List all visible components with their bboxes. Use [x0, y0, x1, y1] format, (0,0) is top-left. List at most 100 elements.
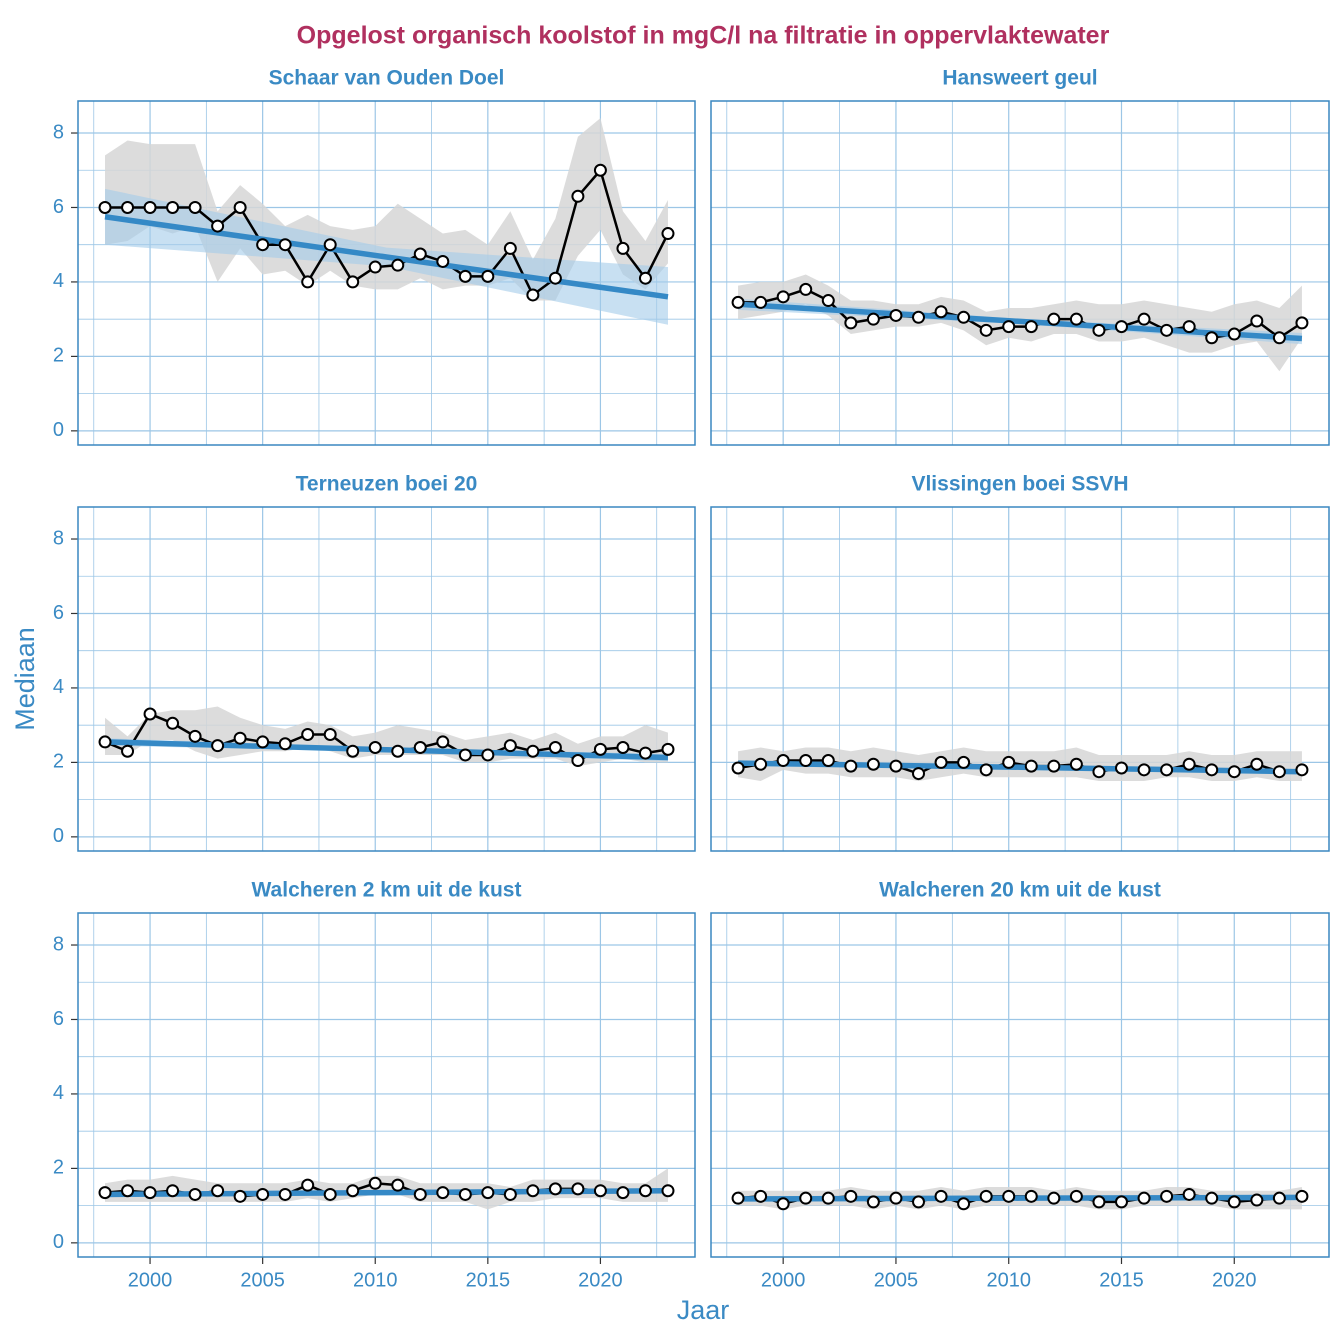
data-point	[98, 735, 112, 749]
x-tick-label: 2005	[240, 1269, 285, 1291]
plot-area	[731, 274, 1309, 372]
data-point	[188, 1187, 202, 1201]
data-point	[979, 763, 993, 777]
data-point	[866, 1195, 880, 1209]
data-point	[1137, 763, 1151, 777]
data-point	[548, 1182, 562, 1196]
data-point	[1227, 765, 1241, 779]
data-point	[256, 238, 270, 252]
data-point	[1069, 1189, 1083, 1203]
data-point	[1114, 320, 1128, 334]
facet-title: Walcheren 2 km uit de kust	[252, 879, 522, 902]
data-point	[121, 744, 135, 758]
data-point	[346, 744, 360, 758]
panel-border	[710, 506, 1330, 852]
data-point	[844, 316, 858, 330]
data-point	[799, 1191, 813, 1205]
data-point	[323, 1187, 337, 1201]
data-point	[526, 744, 540, 758]
y-tick-label: 6	[53, 602, 64, 624]
panel-border	[710, 912, 1330, 1258]
data-point	[548, 271, 562, 285]
data-point	[1024, 320, 1038, 334]
data-point	[979, 1189, 993, 1203]
data-point	[458, 1187, 472, 1201]
data-point	[979, 323, 993, 337]
facet-title: Walcheren 20 km uit de kust	[879, 879, 1161, 902]
y-tick-label: 2	[53, 751, 64, 773]
data-point	[866, 757, 880, 771]
data-point	[776, 1197, 790, 1211]
facet-title: Terneuzen boei 20	[296, 473, 478, 496]
data-point	[754, 1189, 768, 1203]
chart-title: Opgelost organisch koolstof in mgC/l na …	[297, 22, 1110, 50]
x-tick-label: 2015	[1099, 1269, 1144, 1291]
data-point	[436, 1186, 450, 1200]
plot-area	[98, 1168, 675, 1210]
data-point	[661, 227, 675, 241]
facet: Walcheren 20 km uit de kust 2000 2005 2010 2…	[710, 879, 1330, 1291]
data-point	[233, 1189, 247, 1203]
data-point	[776, 754, 790, 768]
data-point	[866, 312, 880, 326]
data-point	[1250, 757, 1264, 771]
data-point	[1227, 1195, 1241, 1209]
data-point	[1114, 761, 1128, 775]
data-point	[1002, 320, 1016, 334]
data-point	[1295, 316, 1309, 330]
range-band	[105, 118, 668, 301]
data-point	[436, 254, 450, 268]
data-point	[1295, 1189, 1309, 1203]
data-point	[731, 295, 745, 309]
y-tick-label: 4	[53, 676, 64, 698]
data-point	[436, 735, 450, 749]
data-point	[278, 238, 292, 252]
data-point	[143, 200, 157, 214]
facet: Vlissingen boei SSVH	[710, 473, 1330, 852]
data-point	[323, 238, 337, 252]
panel-border	[77, 506, 696, 852]
data-point	[934, 1189, 948, 1203]
data-point	[731, 761, 745, 775]
data-point	[1137, 1191, 1151, 1205]
data-point	[1272, 331, 1286, 345]
data-point	[593, 163, 607, 177]
data-point	[188, 729, 202, 743]
data-point	[1272, 1191, 1286, 1205]
data-point	[233, 731, 247, 745]
data-point	[1069, 312, 1083, 326]
x-tick-label: 2000	[128, 1269, 173, 1291]
data-point	[1092, 323, 1106, 337]
data-point	[1047, 759, 1061, 773]
y-tick-label: 0	[53, 419, 64, 441]
data-point	[233, 200, 247, 214]
data-point	[458, 269, 472, 283]
data-point	[821, 1191, 835, 1205]
data-point	[661, 742, 675, 756]
data-point	[799, 754, 813, 768]
data-point	[571, 754, 585, 768]
data-point	[368, 1176, 382, 1190]
data-point	[1047, 312, 1061, 326]
facet: Hansweert geul	[710, 67, 1330, 446]
data-point	[1205, 1191, 1219, 1205]
data-point	[166, 200, 180, 214]
data-point	[481, 269, 495, 283]
x-tick-label: 2020	[578, 1269, 623, 1291]
data-point	[1160, 763, 1174, 777]
data-point	[821, 754, 835, 768]
data-point	[593, 1184, 607, 1198]
x-tick-label: 2000	[761, 1269, 806, 1291]
data-point	[889, 759, 903, 773]
trend-line	[104, 214, 669, 300]
data-point	[188, 200, 202, 214]
data-point	[571, 1182, 585, 1196]
data-point	[1069, 757, 1083, 771]
data-point	[821, 294, 835, 308]
x-axis-label: Jaar	[677, 1295, 730, 1325]
facet: Terneuzen boei 20 0 2 4 6 8	[53, 473, 696, 852]
data-point	[1024, 759, 1038, 773]
data-point	[934, 305, 948, 319]
data-point	[98, 1186, 112, 1200]
